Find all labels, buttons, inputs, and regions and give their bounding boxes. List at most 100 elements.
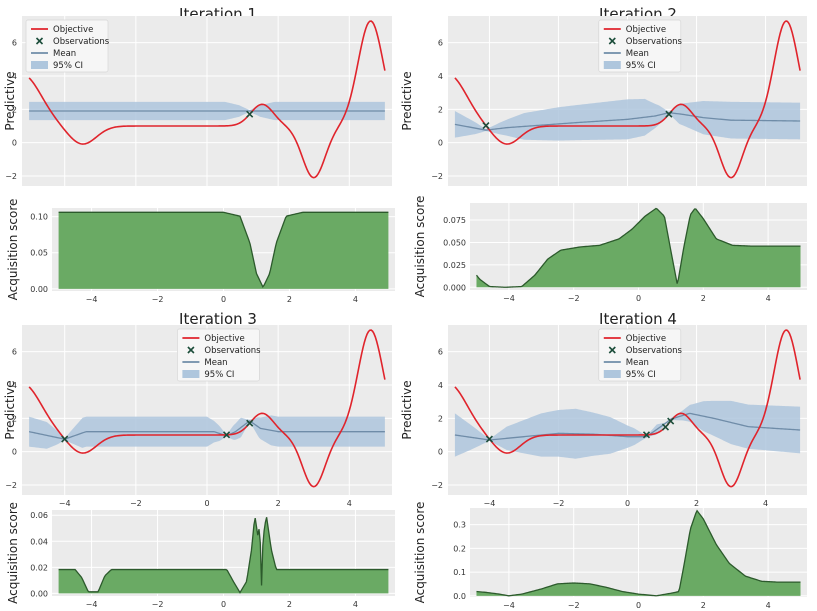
observation-stroke <box>246 110 254 118</box>
acquisition-x-tick-label: −2 <box>152 295 164 304</box>
acquisition-y-label: Acquisition score <box>413 502 427 604</box>
legend-label-mean: Mean <box>53 49 76 59</box>
acquisition-x-tick-label: −2 <box>152 600 164 609</box>
predictive-y-tick-label: 6 <box>12 348 17 357</box>
observation-stroke <box>223 431 231 439</box>
predictive-y-tick-label: 2 <box>12 105 17 114</box>
acquisition-line <box>58 211 389 288</box>
predictive-y-tick-label: 0 <box>438 448 443 457</box>
observation-marker <box>667 417 675 425</box>
observation-stroke <box>61 435 69 443</box>
mean-line <box>454 412 801 441</box>
acquisition-y-label: Acquisition score <box>6 502 20 604</box>
acquisition-x-tick-label: 2 <box>701 294 706 303</box>
predictive-y-label: Predictive <box>3 380 17 439</box>
acquisition-y-tick-label: 0.2 <box>453 544 466 553</box>
predictive-axes: −2 0 2 4 6 Predictive Objective Observations Mea… <box>400 16 807 186</box>
acquisition-x-tick-label: 0 <box>636 601 641 610</box>
acquisition-axes: 0.000 0.025 0.050 0.075 −4 −2 0 2 4 Acquisition s… <box>413 196 807 303</box>
legend-label-objective: Objective <box>626 25 666 35</box>
legend-label-ci: 95% CI <box>626 370 656 380</box>
acquisition-x-tick-label: 4 <box>766 601 771 610</box>
predictive-y-label: Predictive <box>400 380 414 439</box>
predictive-y-tick-label: 0 <box>438 139 443 148</box>
predictive-y-tick-label: 4 <box>438 72 443 81</box>
observation-marker <box>246 110 254 118</box>
acquisition-area <box>476 208 801 288</box>
acquisition-y-label: Acquisition score <box>413 196 427 298</box>
acquisition-area <box>476 510 801 596</box>
acquisition-axes: 0.0 0.1 0.2 0.3 −4 −2 0 2 4 Acquisition score <box>413 502 807 610</box>
acquisition-x-tick-label: −4 <box>503 294 515 303</box>
observation-stroke <box>485 435 493 443</box>
objective-line <box>454 329 801 488</box>
acquisition-y-tick-label: 0.025 <box>443 261 466 270</box>
ci-band <box>454 400 801 459</box>
panel-iteration-4: −2 0 2 4 6 −4 −2 0 2 4 Predictive Objective Observat… <box>400 325 807 610</box>
observation-stroke <box>642 431 651 439</box>
legend-swatch-observations <box>187 346 195 354</box>
legend-label-mean: Mean <box>204 358 227 368</box>
acquisition-area <box>58 212 389 289</box>
observation-stroke <box>665 110 673 118</box>
objective-line <box>454 20 801 179</box>
predictive-y-tick-label: −2 <box>431 172 443 181</box>
legend-swatch-ci <box>603 61 621 69</box>
predictive-x-tick-label: 4 <box>347 499 352 508</box>
acquisition-x-tick-label: 2 <box>287 600 292 609</box>
observation-stroke <box>661 423 670 431</box>
acquisition-x-tick-label: 4 <box>766 294 771 303</box>
acquisition-y-tick-label: 0.05 <box>30 249 48 258</box>
observation-marker <box>223 431 231 439</box>
predictive-y-tick-label: 0 <box>12 448 17 457</box>
objective-line <box>28 20 386 179</box>
predictive-x-tick-label: −2 <box>553 499 565 508</box>
legend-label-observations: Observations <box>626 37 683 47</box>
observation-marker <box>485 435 493 443</box>
legend-swatch-observations <box>608 37 616 45</box>
legend: Objective Observations Mean 95% CI <box>598 328 683 382</box>
acquisition-x-tick-label: 0 <box>221 600 226 609</box>
legend-box <box>25 19 109 73</box>
legend: Objective Observations Mean 95% CI <box>598 19 683 73</box>
predictive-x-tick-label: 0 <box>204 499 209 508</box>
observation-marker <box>642 431 651 439</box>
acquisition-y-tick-label: 0.04 <box>30 537 48 546</box>
predictive-x-tick-label: 2 <box>276 499 281 508</box>
predictive-y-tick-label: −2 <box>5 481 17 490</box>
predictive-x-tick-label: −4 <box>484 499 496 508</box>
acquisition-axes: 0.00 0.05 0.10 −4 −2 0 2 4 Acquisition score <box>6 199 395 304</box>
observation-marker <box>482 121 490 130</box>
panel-iteration-2: −2 0 2 4 6 Predictive Objective Observations Mea… <box>400 16 807 303</box>
predictive-y-tick-label: 2 <box>438 105 443 114</box>
legend-label-observations: Observations <box>53 37 110 47</box>
predictive-y-tick-label: 0 <box>12 139 17 148</box>
observation-marker <box>246 419 254 427</box>
panel-iteration-1: −2 0 2 4 6 Predictive Objective Observations Mea… <box>3 16 395 304</box>
acquisition-x-tick-label: −4 <box>86 600 98 609</box>
predictive-x-tick-label: 4 <box>763 499 768 508</box>
legend: Objective Observations Mean 95% CI <box>177 328 261 382</box>
legend-label-mean: Mean <box>626 49 649 59</box>
predictive-x-tick-label: 0 <box>625 499 630 508</box>
acquisition-x-tick-label: −4 <box>86 295 98 304</box>
predictive-y-label: Predictive <box>400 71 414 130</box>
acquisition-axes: 0.00 0.02 0.04 0.06 −4 −2 0 2 4 Acquisition score <box>6 502 395 609</box>
predictive-x-tick-label: −2 <box>130 499 142 508</box>
acquisition-x-tick-label: 0 <box>636 294 641 303</box>
observation-marker <box>661 423 670 431</box>
legend-label-objective: Objective <box>53 25 93 35</box>
observation-stroke <box>667 417 675 425</box>
acquisition-y-tick-label: 0.00 <box>30 285 48 294</box>
acquisition-y-tick-label: 0.02 <box>30 563 48 572</box>
predictive-y-tick-label: 4 <box>438 381 443 390</box>
acquisition-y-tick-label: 0.000 <box>443 283 466 292</box>
predictive-y-tick-label: −2 <box>5 172 17 181</box>
legend-label-observations: Observations <box>204 346 261 356</box>
legend-swatch-ci <box>31 61 48 69</box>
mean-line <box>454 112 801 131</box>
observation-marker <box>665 110 673 118</box>
legend-label-ci: 95% CI <box>626 61 656 71</box>
